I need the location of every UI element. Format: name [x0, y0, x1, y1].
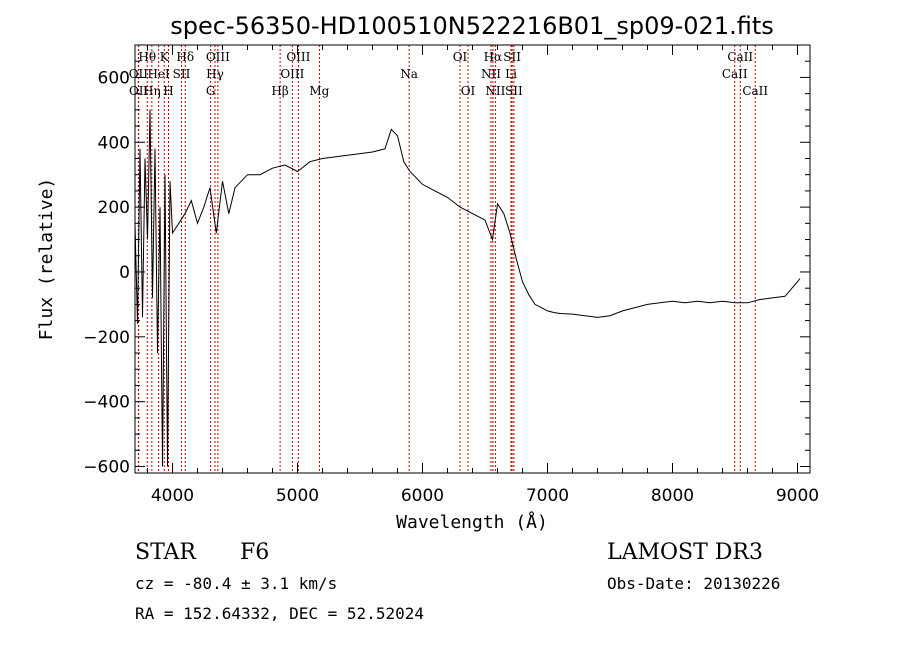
- line-label: OII: [129, 67, 149, 81]
- y-tick-label: 200: [98, 198, 130, 218]
- line-label: Na: [400, 67, 418, 81]
- x-tick-label: 9000: [776, 486, 819, 506]
- line-label: SII: [173, 67, 191, 81]
- line-label: Hδ: [176, 50, 194, 64]
- line-label: Hα: [484, 50, 503, 64]
- x-tick-label: 8000: [651, 486, 694, 506]
- line-label: OII: [129, 84, 149, 98]
- y-tick-label: 400: [98, 133, 130, 153]
- line-label: NII: [485, 84, 505, 98]
- line-label: G: [206, 84, 216, 98]
- object-subclass: F6: [240, 540, 270, 565]
- line-label: K: [160, 50, 170, 64]
- coordinates: RA = 152.64332, DEC = 52.52024: [135, 604, 424, 623]
- line-label: CaII: [722, 67, 748, 81]
- line-label: NII: [481, 67, 501, 81]
- line-label: Hθ: [138, 50, 156, 64]
- x-tick-label: 6000: [401, 486, 444, 506]
- line-label: OI: [461, 84, 476, 98]
- line-label: HeI: [147, 67, 170, 81]
- y-axis-label: Flux (relative): [36, 178, 57, 341]
- line-label: SII: [503, 50, 521, 64]
- obs-date: Obs-Date: 20130226: [607, 574, 781, 593]
- y-tick-label: −200: [83, 328, 130, 348]
- redshift-velocity: cz = -80.4 ± 3.1 km/s: [135, 574, 338, 593]
- line-label: OIII: [206, 50, 230, 64]
- line-label: OIII: [280, 67, 304, 81]
- line-label: H: [163, 84, 173, 98]
- line-label: Hγ: [206, 67, 224, 81]
- line-label: SII: [505, 84, 523, 98]
- chart-title: spec-56350-HD100510N522216B01_sp09-021.f…: [170, 12, 774, 40]
- spectrum-line: [134, 109, 801, 467]
- x-tick-label: 5000: [276, 486, 319, 506]
- y-tick-label: −600: [83, 458, 130, 478]
- x-axis-label: Wavelength (Å): [396, 511, 548, 533]
- y-tick-label: 600: [98, 68, 130, 88]
- line-label: CaII: [742, 84, 768, 98]
- line-label: Hη: [143, 84, 161, 98]
- line-label: Li: [505, 67, 517, 81]
- plot-frame: [134, 44, 811, 474]
- x-tick-label: 7000: [526, 486, 569, 506]
- y-tick-label: 0: [119, 263, 130, 283]
- line-label: CaII: [727, 50, 753, 64]
- line-label: Hβ: [271, 84, 288, 98]
- y-tick-label: −400: [83, 393, 130, 413]
- line-label: Mg: [309, 84, 329, 98]
- survey-name: LAMOST DR3: [607, 540, 763, 565]
- x-tick-label: 4000: [151, 486, 194, 506]
- line-label: OIII: [286, 50, 310, 64]
- object-class: STAR: [135, 540, 196, 565]
- line-label: OI: [453, 50, 468, 64]
